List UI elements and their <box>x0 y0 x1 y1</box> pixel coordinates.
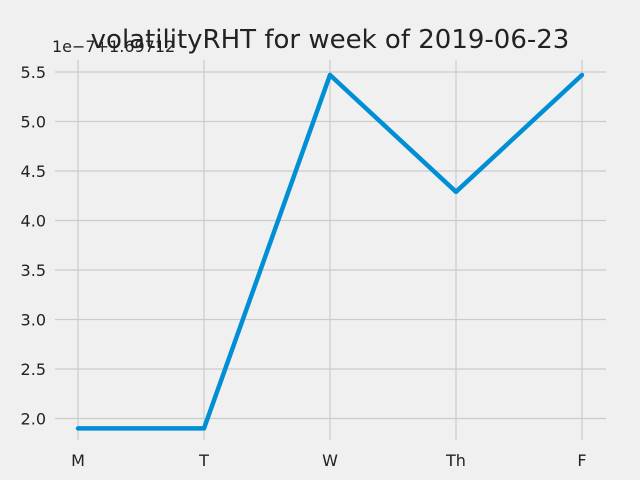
grid-lines <box>55 60 606 440</box>
x-tick-label: F <box>577 451 586 470</box>
x-tick-label: M <box>71 451 85 470</box>
data-point <box>579 72 585 78</box>
x-tick-label: W <box>322 451 338 470</box>
y-tick-label: 4.5 <box>21 162 46 181</box>
y-tick-label: 3.0 <box>21 311 46 330</box>
y-tick-label: 4.0 <box>21 212 46 231</box>
y-tick-label: 5.5 <box>21 63 46 82</box>
x-tick-labels: M T W Th F <box>71 451 587 470</box>
data-point <box>201 426 207 431</box>
y-tick-label: 2.5 <box>21 360 46 379</box>
y-tick-label: 2.0 <box>21 410 46 429</box>
x-tick-label: Th <box>445 451 466 470</box>
y-tick-labels: 2.0 2.5 3.0 3.5 4.0 4.5 5.0 5.5 <box>21 63 46 429</box>
data-point <box>327 72 333 78</box>
y-offset-label: 1e−7+1.69712 <box>52 37 175 56</box>
series-group <box>75 72 585 431</box>
data-point <box>453 189 459 194</box>
x-tick-label: T <box>198 451 209 470</box>
data-point <box>75 426 81 431</box>
y-tick-label: 3.5 <box>21 261 46 280</box>
y-tick-label: 5.0 <box>21 113 46 132</box>
chart-title: volatilityRHT for week of 2019-06-23 <box>91 25 570 55</box>
